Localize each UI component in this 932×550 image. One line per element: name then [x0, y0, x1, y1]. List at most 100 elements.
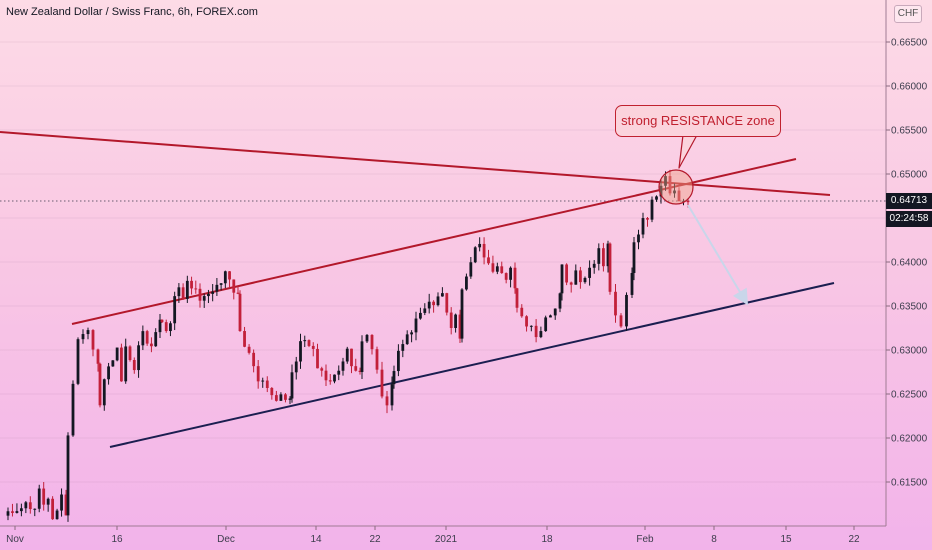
candle-body — [6, 511, 10, 516]
candle-body — [465, 276, 468, 290]
candle-body — [132, 360, 136, 371]
candle-body — [392, 371, 396, 385]
candle-body — [284, 394, 287, 400]
candle-body — [632, 242, 636, 273]
callout-pointer — [678, 134, 698, 169]
candle-body — [37, 488, 41, 509]
candle-body — [154, 332, 158, 347]
drawings-back — [0, 131, 835, 448]
rising-resistance-line[interactable] — [71, 158, 797, 325]
resistance-callout[interactable]: strong RESISTANCE zone — [615, 105, 781, 137]
candle-body — [432, 301, 435, 306]
candle-body — [98, 363, 102, 406]
candle-body — [24, 502, 28, 509]
descending-resistance-line[interactable] — [0, 131, 831, 196]
time-tick-label: 18 — [541, 534, 553, 545]
candle-body — [565, 264, 568, 283]
candle-body — [606, 243, 610, 267]
candle-body — [86, 330, 90, 335]
candle-body — [28, 502, 32, 510]
candle-body — [520, 307, 524, 317]
candle-body — [602, 248, 605, 267]
candle-body — [219, 283, 223, 285]
candle-body — [55, 510, 59, 520]
candle-body — [290, 372, 294, 399]
candle-body — [288, 398, 292, 400]
candle-body — [360, 341, 364, 373]
time-tick-label: 15 — [780, 534, 792, 545]
candle-body — [588, 267, 591, 278]
candle-body — [664, 176, 667, 186]
candle-body — [380, 369, 384, 397]
candle-body — [96, 349, 100, 364]
currency-badge[interactable]: CHF — [894, 5, 922, 23]
candle-body — [354, 366, 358, 371]
candle-body — [659, 185, 663, 197]
candle-body — [320, 368, 324, 371]
candle-body — [207, 293, 210, 297]
candle-body — [15, 511, 19, 513]
candle-body — [102, 379, 106, 406]
candle-body — [228, 271, 231, 280]
candle-body — [427, 301, 431, 309]
candle-body — [71, 383, 75, 436]
price-tick-label: 0.63500 — [891, 302, 928, 313]
candle-body — [385, 396, 389, 406]
candle-body — [107, 366, 110, 380]
current-price-label: 0.64713 — [886, 193, 932, 209]
time-axis[interactable]: Nov 16 Dec 14 22 2021 18 Feb 8 15 22 — [0, 525, 886, 545]
candle-body — [579, 270, 582, 283]
candle-body — [19, 508, 23, 512]
candle-body — [333, 374, 336, 382]
resistance-zone-circle[interactable] — [658, 169, 694, 205]
price-tick-label: 0.62000 — [891, 434, 928, 445]
candle-body — [449, 312, 453, 328]
candle-body — [270, 388, 274, 396]
candle-body — [215, 284, 219, 292]
candle-body — [423, 308, 427, 313]
price-axis[interactable]: 0.665000.660000.655000.650000.645000.640… — [885, 0, 928, 526]
candle-body — [495, 266, 499, 272]
candle-body — [115, 347, 119, 361]
candle-body — [375, 349, 379, 370]
candle-body — [419, 312, 422, 319]
candle-body — [405, 334, 409, 345]
price-tick-label: 0.61500 — [891, 478, 928, 489]
candle-body — [150, 343, 153, 347]
candle-body — [211, 291, 215, 294]
candle-body — [487, 257, 490, 264]
candle-body — [558, 293, 562, 309]
candle-body — [478, 243, 482, 248]
price-tick-label: 0.66500 — [891, 38, 928, 49]
projection-arrow[interactable] — [687, 204, 749, 306]
candle-body — [64, 494, 68, 516]
candle-body — [279, 394, 283, 401]
candle-body — [414, 318, 418, 333]
candle-body — [641, 218, 645, 235]
candle-body — [646, 218, 649, 220]
candle-body — [303, 340, 307, 342]
candle-body — [46, 498, 50, 505]
candle-body — [682, 200, 685, 202]
candle-body — [328, 380, 332, 382]
candle-body — [370, 334, 374, 350]
candle-body — [256, 366, 260, 382]
price-tick-label: 0.64000 — [891, 258, 928, 269]
candle-body — [513, 267, 517, 289]
candle-body — [128, 346, 132, 361]
candle-body — [124, 346, 128, 382]
time-tick-label: 22 — [848, 534, 860, 545]
candle-body — [650, 199, 654, 220]
rising-support-line[interactable] — [109, 282, 835, 448]
price-tick-label: 0.63000 — [891, 346, 928, 357]
candle-body — [223, 271, 227, 284]
candle-body — [549, 315, 552, 318]
candle-body — [324, 370, 328, 381]
candle-body — [597, 248, 601, 264]
candle-body — [482, 243, 486, 258]
candle-body — [169, 323, 172, 332]
candle-body — [51, 498, 55, 520]
candle-body — [458, 314, 462, 339]
candle-body — [515, 288, 519, 308]
